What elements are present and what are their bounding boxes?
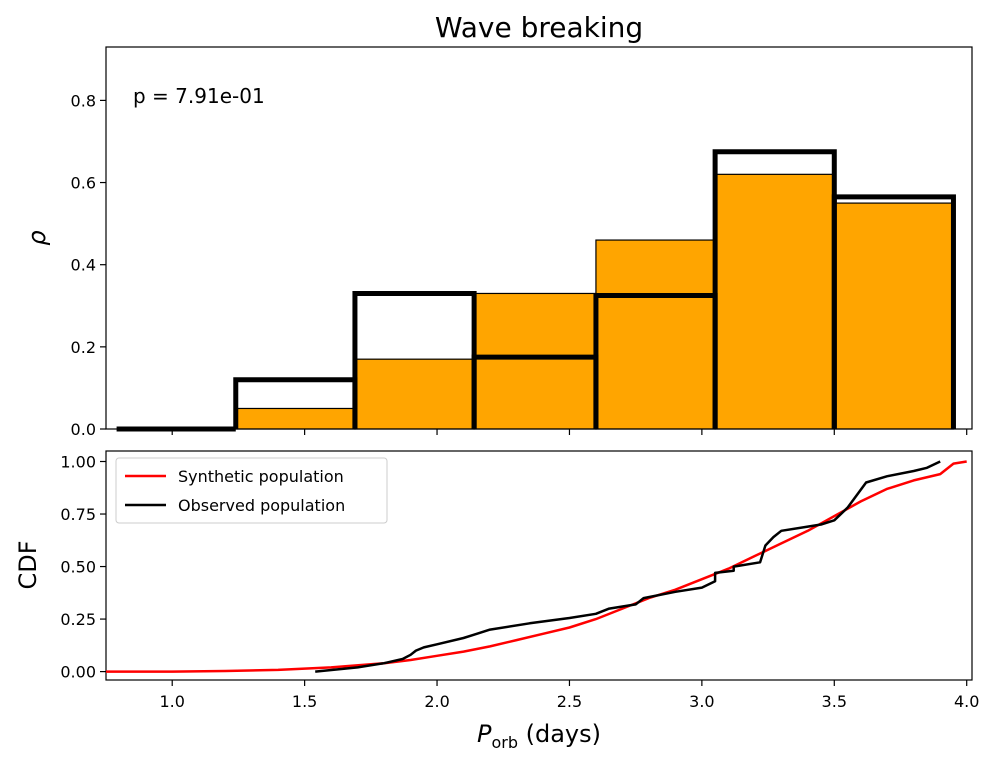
top-y-tick-label: 0.4 — [71, 256, 96, 275]
top-y-axis-label: ρ — [23, 230, 51, 245]
x-axis-label-subscript: orb — [491, 733, 518, 752]
legend-observed-label: Observed population — [178, 496, 345, 515]
bottom-panel: 0.00 0.25 0.50 0.75 1.00 1.0 1.5 2.0 2.5 3.0 3.5 4.… — [60, 450, 979, 711]
bottom-y-tick-label: 1.00 — [60, 453, 96, 472]
bottom-y-tick-label: 0.00 — [60, 663, 96, 682]
synthetic-bar — [833, 202, 955, 430]
synthetic-bar — [235, 407, 356, 430]
top-y-tick-label: 0.2 — [71, 338, 96, 357]
legend-frame — [115, 457, 388, 524]
x-axis-label: Porb (days) — [477, 720, 601, 752]
legend-synthetic-label: Synthetic population — [178, 467, 344, 486]
bottom-x-tick-label: 1.5 — [292, 692, 317, 711]
bottom-y-tick-label: 0.75 — [60, 505, 96, 524]
bottom-y-tick-label: 0.50 — [60, 558, 96, 577]
synthetic-bar — [473, 292, 597, 430]
bottom-x-tick-label: 1.0 — [159, 692, 184, 711]
bottom-x-tick-label: 2.5 — [557, 692, 582, 711]
observed-bar — [831, 194, 956, 429]
synthetic-cdf-line — [106, 460, 967, 673]
top-y-tick-label: 0.8 — [71, 91, 96, 110]
top-y-tick-label: 0.0 — [71, 420, 96, 439]
legend: Synthetic population Observed population — [115, 457, 388, 524]
bottom-x-tick-label: 4.0 — [954, 692, 979, 711]
chart-title: Wave breaking — [435, 11, 643, 44]
bottom-x-tick-label: 3.0 — [689, 692, 714, 711]
bottom-plot-frame — [105, 450, 973, 681]
bottom-y-axis-label: CDF — [14, 540, 42, 589]
top-plot-frame — [105, 46, 973, 430]
x-axis-label-units: (days) — [518, 720, 601, 748]
x-axis-label-main: P — [477, 720, 492, 748]
synthetic-bar — [595, 239, 716, 430]
bottom-x-tick-label: 2.0 — [424, 692, 449, 711]
observed-cdf-line — [315, 460, 941, 673]
top-y-tick-label: 0.6 — [71, 174, 96, 193]
bottom-x-tick-label: 3.5 — [822, 692, 847, 711]
top-panel: 0.0 0.2 0.4 0.6 0.8 — [71, 46, 973, 439]
synthetic-bar — [714, 173, 835, 430]
p-value-annotation: p = 7.91e-01 — [133, 84, 265, 108]
bottom-y-tick-label: 0.25 — [60, 610, 96, 629]
synthetic-bar — [354, 358, 475, 430]
